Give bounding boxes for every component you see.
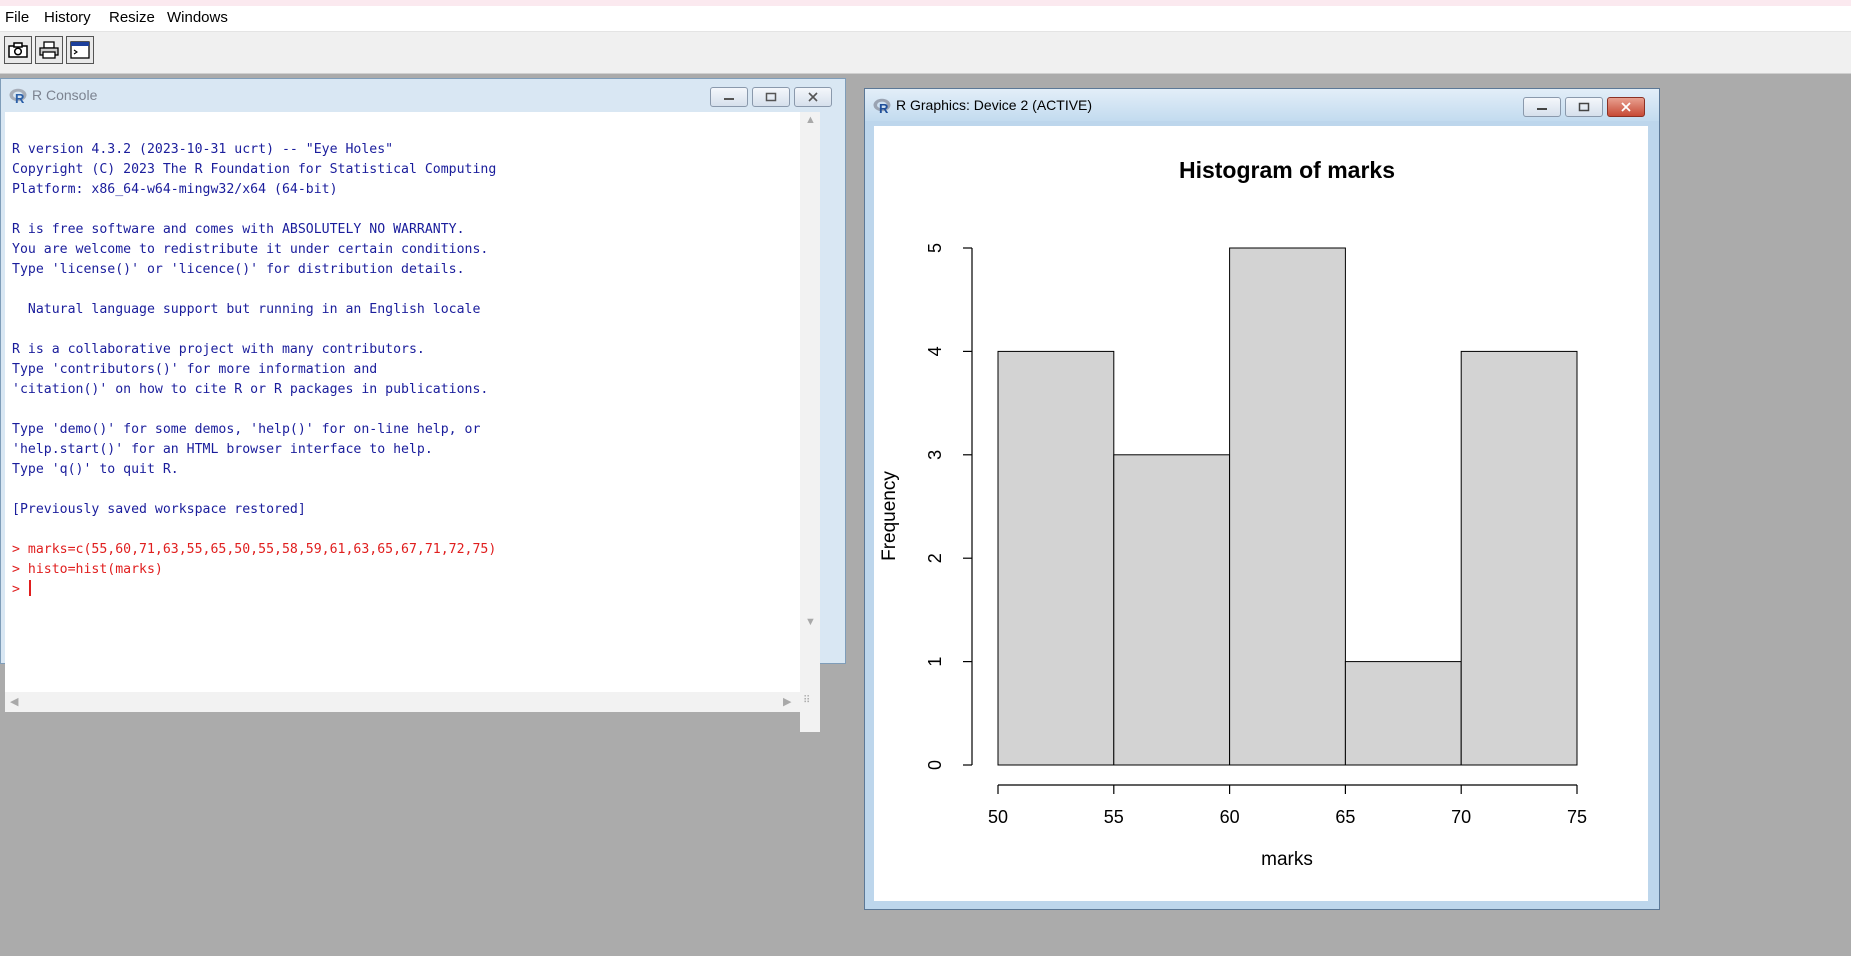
chart-title: Histogram of marks bbox=[1179, 157, 1395, 183]
x-tick-label: 55 bbox=[1104, 807, 1124, 827]
top-strip bbox=[0, 0, 1851, 6]
histogram-bar bbox=[1113, 454, 1231, 766]
maximize-button[interactable] bbox=[1565, 97, 1603, 117]
scroll-right-icon[interactable]: ▶ bbox=[783, 696, 792, 708]
console-output-line bbox=[12, 480, 496, 500]
y-tick-label: 3 bbox=[925, 450, 945, 460]
console-output-line: Platform: x86_64-w64-mingw32/x64 (64-bit… bbox=[12, 182, 338, 197]
r-logo-icon: R bbox=[9, 88, 27, 104]
text-cursor bbox=[28, 580, 31, 596]
console-output-line: Type 'demo()' for some demos, 'help()' f… bbox=[12, 422, 481, 437]
console-title: R Console bbox=[32, 87, 98, 103]
camera-icon bbox=[8, 42, 28, 58]
toolbar bbox=[0, 32, 1851, 74]
console-output-line bbox=[12, 520, 496, 540]
scroll-left-icon[interactable]: ◀ bbox=[10, 696, 19, 708]
horizontal-scrollbar[interactable]: ◀ ▶ ⠿ bbox=[5, 692, 820, 712]
console-output-line bbox=[12, 400, 496, 420]
scroll-up-icon[interactable]: ▲ bbox=[805, 114, 816, 126]
maximize-icon bbox=[1578, 102, 1590, 112]
close-button[interactable] bbox=[794, 87, 832, 107]
graphics-titlebar[interactable]: R R Graphics: Device 2 (ACTIVE) bbox=[865, 89, 1659, 121]
menu-history[interactable]: History bbox=[44, 9, 91, 26]
console-window-button[interactable] bbox=[66, 36, 94, 64]
minimize-icon bbox=[1537, 108, 1547, 110]
r-logo-icon: R bbox=[873, 98, 891, 114]
scroll-down-icon[interactable]: ▼ bbox=[805, 616, 816, 628]
console-output-line: You are welcome to redistribute it under… bbox=[12, 242, 489, 257]
resize-grip-icon[interactable]: ⠿ bbox=[803, 695, 811, 706]
minimize-icon bbox=[724, 98, 734, 100]
console-text: R version 4.3.2 (2023-10-31 ucrt) -- "Ey… bbox=[12, 140, 496, 600]
maximize-button[interactable] bbox=[752, 87, 790, 107]
graphics-title: R Graphics: Device 2 (ACTIVE) bbox=[896, 97, 1093, 113]
minimize-button[interactable] bbox=[710, 87, 748, 107]
console-output-line: 'help.start()' for an HTML browser inter… bbox=[12, 442, 433, 457]
r-console-window: R R Console R version 4.3.2 (2023-10-31 … bbox=[0, 78, 846, 732]
menu-windows[interactable]: Windows bbox=[167, 9, 228, 26]
console-output-line bbox=[12, 320, 496, 340]
svg-text:R: R bbox=[879, 101, 889, 114]
y-axis-label: Frequency bbox=[879, 471, 900, 561]
console-output-line: Natural language support but running in … bbox=[12, 302, 481, 317]
console-output-line: Type 'q()' to quit R. bbox=[12, 462, 179, 477]
console-output-line: Copyright (C) 2023 The R Foundation for … bbox=[12, 162, 497, 177]
x-axis-label: marks bbox=[1261, 849, 1313, 870]
console-output-line: [Previously saved workspace restored] bbox=[12, 502, 306, 517]
console-output-area[interactable]: R version 4.3.2 (2023-10-31 ucrt) -- "Ey… bbox=[5, 112, 820, 732]
console-output-line bbox=[12, 200, 496, 220]
minimize-button[interactable] bbox=[1523, 97, 1561, 117]
svg-text:R: R bbox=[15, 91, 25, 104]
console-output-line bbox=[12, 280, 496, 300]
console-command-line: > marks=c(55,60,71,63,55,65,50,55,58,59,… bbox=[12, 542, 497, 557]
r-graphics-window: R R Graphics: Device 2 (ACTIVE) Histogra… bbox=[864, 88, 1660, 910]
histogram-bar bbox=[1344, 661, 1462, 766]
console-command-line: > bbox=[12, 580, 496, 600]
console-output-line: 'citation()' on how to cite R or R packa… bbox=[12, 382, 489, 397]
menu-bar: File History Resize Windows bbox=[0, 6, 1851, 32]
histogram-bar bbox=[997, 350, 1115, 766]
histogram-bar bbox=[1460, 350, 1578, 766]
x-tick-label: 65 bbox=[1335, 807, 1355, 827]
console-output-line: Type 'contributors()' for more informati… bbox=[12, 362, 378, 377]
y-tick-label: 2 bbox=[925, 553, 945, 563]
print-button[interactable] bbox=[35, 36, 63, 64]
menu-file[interactable]: File bbox=[5, 9, 30, 26]
console-output-line: Type 'license()' or 'licence()' for dist… bbox=[12, 262, 465, 277]
console-command-line: > histo=hist(marks) bbox=[12, 562, 163, 577]
y-tick-label: 1 bbox=[925, 657, 945, 667]
menu-resize[interactable]: Resize bbox=[109, 9, 155, 26]
console-titlebar[interactable]: R R Console bbox=[1, 79, 845, 111]
copy-to-clipboard-button[interactable] bbox=[4, 36, 32, 64]
y-tick-label: 5 bbox=[925, 243, 945, 253]
console-output-line: R version 4.3.2 (2023-10-31 ucrt) -- "Ey… bbox=[12, 142, 394, 157]
console-output-line: R is free software and comes with ABSOLU… bbox=[12, 222, 465, 237]
print-icon bbox=[39, 41, 59, 59]
close-icon bbox=[1621, 102, 1631, 112]
x-tick-label: 60 bbox=[1220, 807, 1240, 827]
x-tick-label: 70 bbox=[1451, 807, 1471, 827]
plot-area: Histogram of marks 50 55 60 65 70 75 marks 0 1 2 3 4… bbox=[874, 126, 1648, 901]
vertical-scrollbar[interactable]: ▲ ▼ bbox=[800, 112, 820, 732]
console-output-line: R is a collaborative project with many c… bbox=[12, 342, 425, 357]
close-icon bbox=[808, 92, 818, 102]
histogram-bar bbox=[1229, 247, 1346, 766]
histogram-chart: Histogram of marks 50 55 60 65 70 75 marks 0 1 2 3 4… bbox=[879, 157, 1587, 870]
x-tick-label: 50 bbox=[988, 807, 1008, 827]
maximize-icon bbox=[765, 92, 777, 102]
window-icon bbox=[70, 41, 90, 59]
x-tick-label: 75 bbox=[1567, 807, 1587, 827]
close-button[interactable] bbox=[1607, 97, 1645, 117]
y-tick-label: 0 bbox=[925, 760, 945, 770]
y-tick-label: 4 bbox=[925, 346, 945, 356]
